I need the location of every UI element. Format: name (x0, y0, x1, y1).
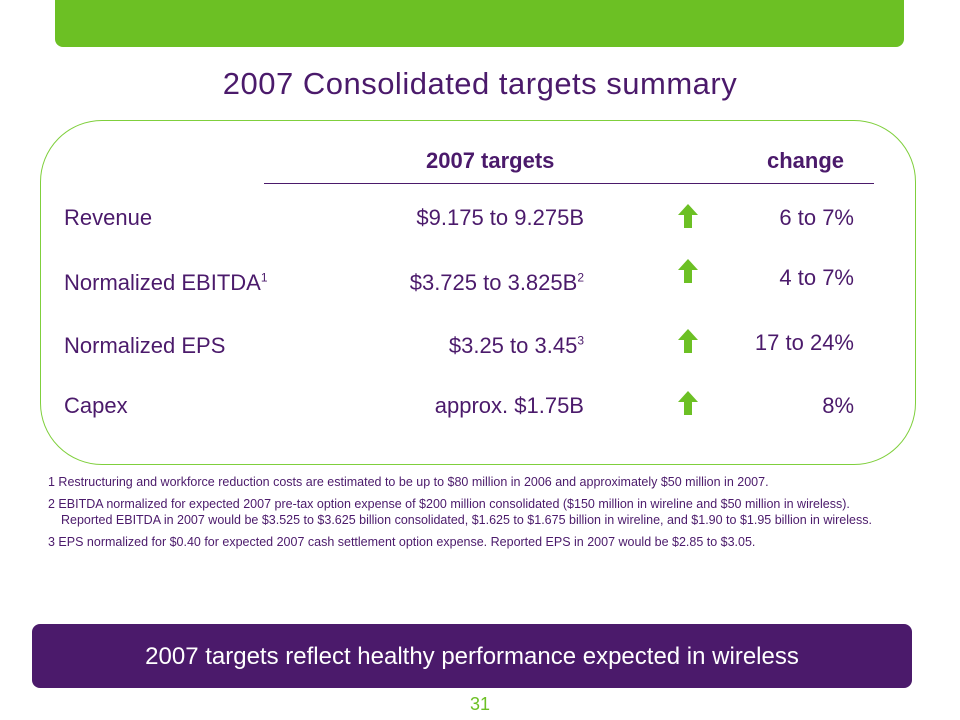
row-label-eps: Normalized EPS (64, 333, 226, 358)
row-target-revenue: $9.175 to 9.275B (416, 205, 584, 230)
targets-column-header: 2007 targets (426, 148, 555, 173)
top-accent-bar (55, 0, 904, 47)
row-target-capex: approx. $1.75B (434, 393, 584, 418)
footnote-2: 2 EBITDA normalized for expected 2007 pr… (48, 497, 872, 527)
page-number: 31 (469, 694, 491, 714)
row-change-capex: 8% (822, 393, 854, 418)
row-target-ebitda: $3.725 to 3.825B2 (409, 270, 584, 295)
slide-title: 2007 Consolidated targets summary (222, 66, 738, 101)
up-arrow-icon (678, 204, 698, 228)
row-change-revenue: 6 to 7% (779, 205, 854, 230)
row-label-ebitda: Normalized EBITDA1 (64, 270, 268, 295)
footnote-ref: 3 (577, 333, 584, 348)
targets-panel (40, 120, 916, 465)
footnote-3: 3 EPS normalized for $0.40 for expected … (48, 535, 756, 549)
up-arrow-icon (678, 391, 698, 415)
row-target-eps: $3.25 to 3.453 (448, 333, 584, 358)
up-arrow-icon (678, 259, 698, 283)
footnote-ref: 2 (577, 270, 584, 285)
change-column-header: change (767, 148, 845, 173)
row-label-revenue: Revenue (64, 205, 153, 230)
footnote-1: 1 Restructuring and workforce reduction … (48, 475, 769, 489)
up-arrow-icon (678, 329, 698, 353)
summary-banner: 2007 targets reflect healthy performance… (32, 624, 912, 688)
row-change-ebitda: 4 to 7% (779, 265, 854, 290)
footnote-ref: 1 (260, 270, 268, 285)
header-divider (264, 183, 874, 184)
row-label-capex: Capex (64, 393, 128, 418)
footnotes: 1 Restructuring and workforce reduction … (48, 474, 888, 556)
row-change-eps: 17 to 24% (754, 330, 854, 355)
